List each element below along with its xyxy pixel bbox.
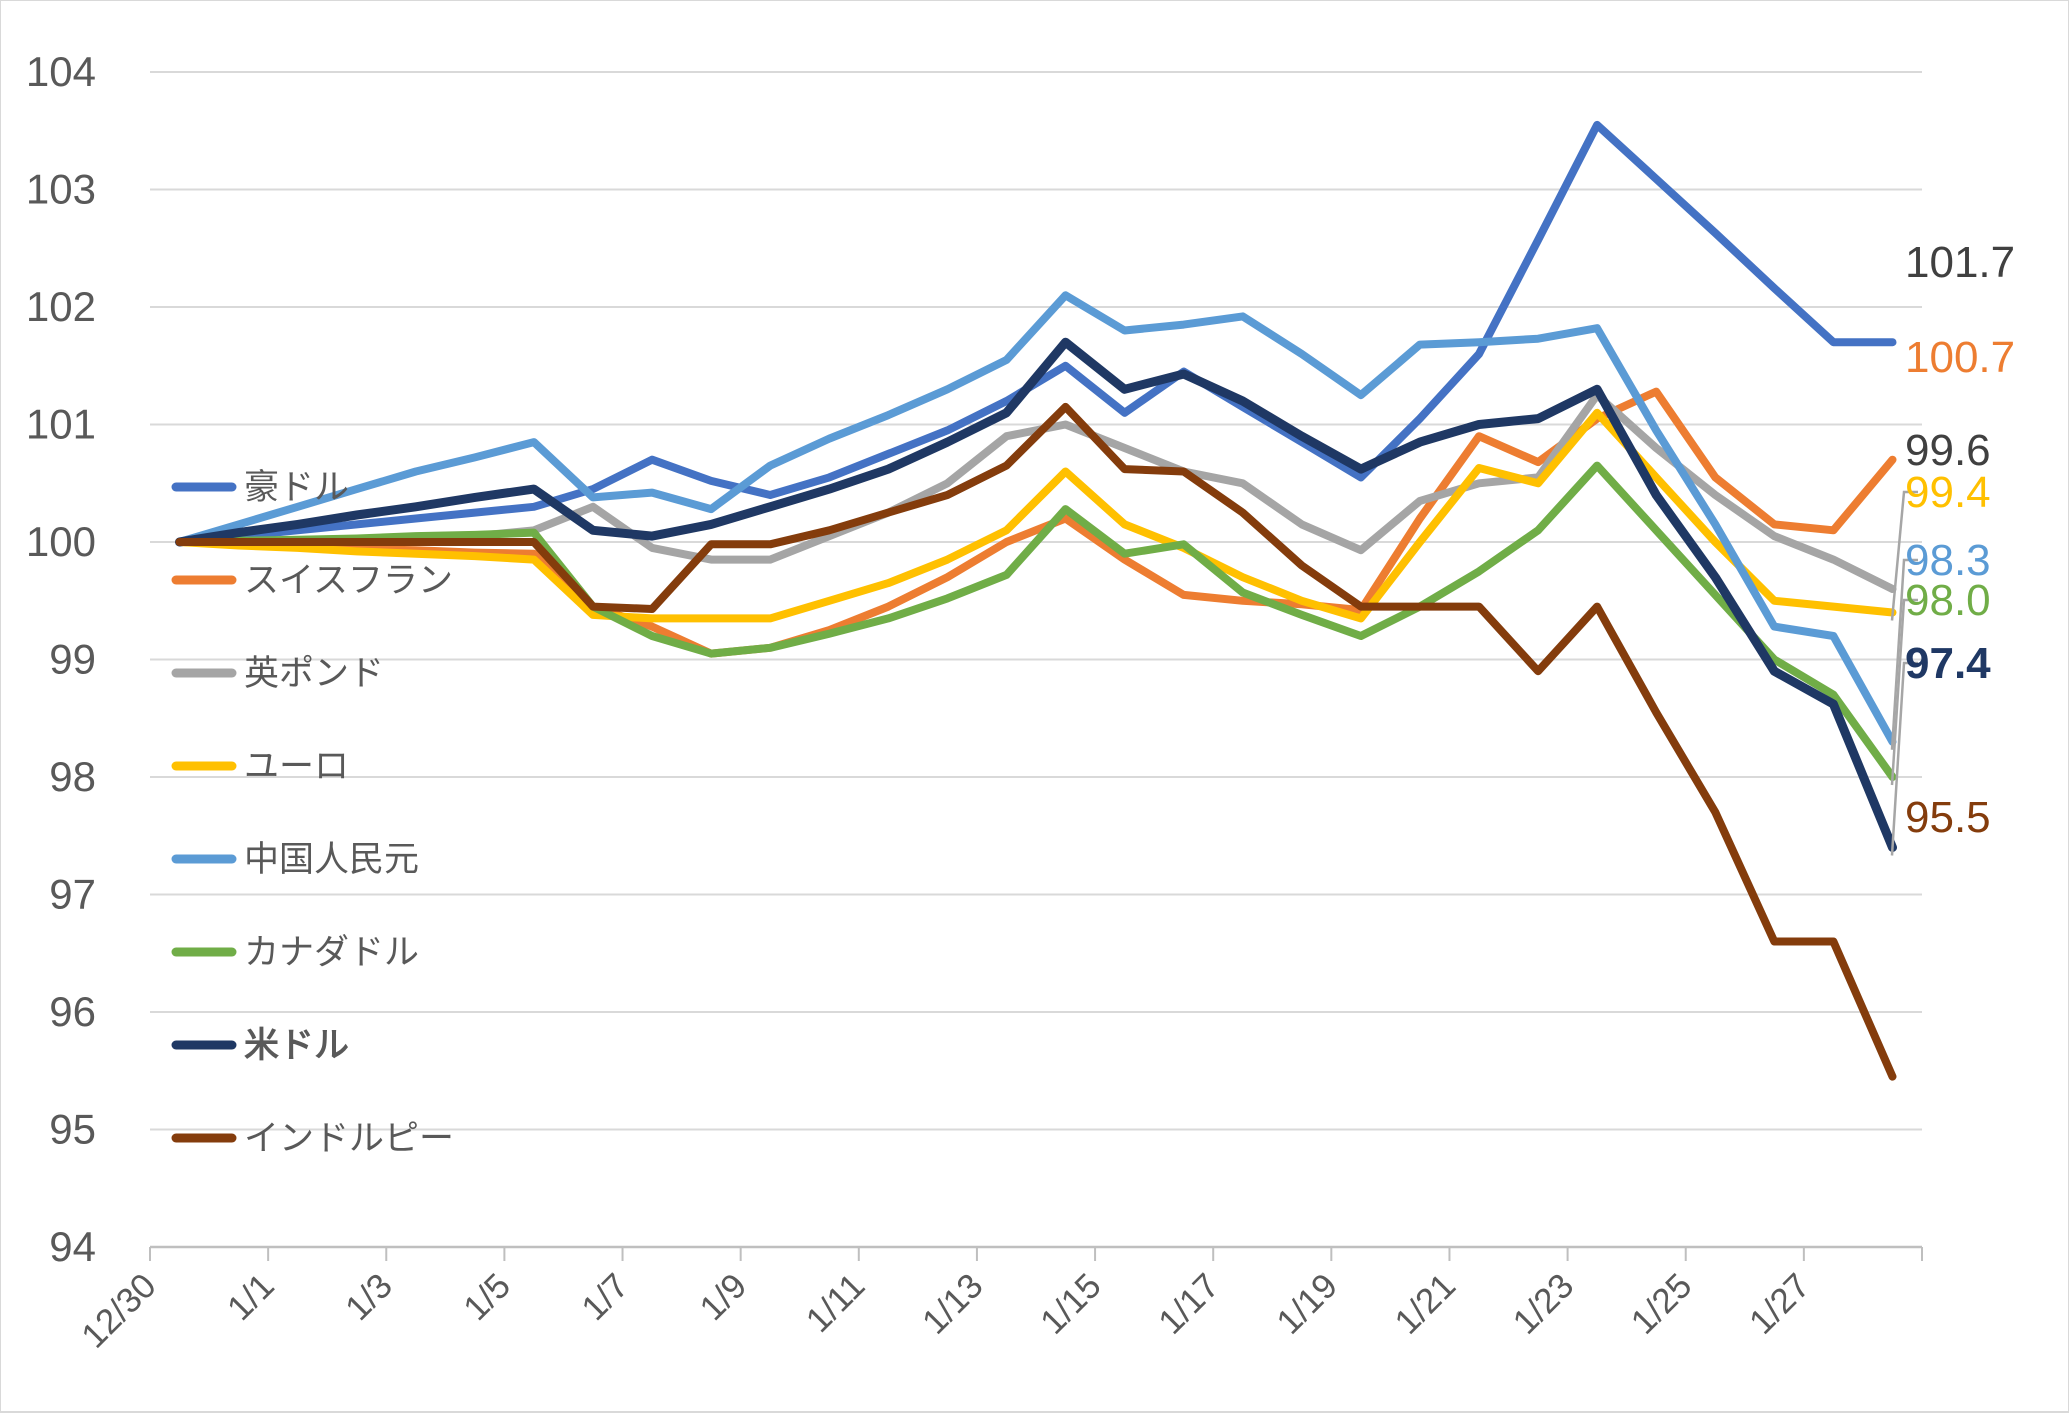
x-axis-label-1/13: 1/13 — [915, 1266, 991, 1342]
y-axis-label-94: 94 — [49, 1223, 96, 1270]
end-value-label-cad: 98.0 — [1905, 576, 1991, 625]
axes-layer: 94 95 96 97 98 99 100 101 102 103 104 12/30 1/1 1/3 1/… — [26, 48, 1923, 1356]
legend-label-cad: カナダドル — [244, 933, 419, 972]
leader-lines-layer — [1890, 490, 1918, 856]
legend-label-inr: インドルピー — [244, 1119, 454, 1158]
x-axis-label-1/25: 1/25 — [1624, 1266, 1700, 1342]
x-axis-label-1/17: 1/17 — [1151, 1266, 1227, 1342]
x-axis-label-1/7: 1/7 — [574, 1266, 636, 1328]
legend-label-eur: ユーロ — [244, 747, 349, 786]
legend-label-aud: 豪ドル — [244, 468, 349, 507]
end-value-label-aud: 101.7 — [1905, 238, 2015, 287]
x-axis-label-12/30: 12/30 — [74, 1266, 164, 1356]
legend-item-inr: インドルピー — [171, 1119, 454, 1158]
series-line-inr — [175, 402, 1897, 1081]
legend-label-cny: 中国人民元 — [244, 840, 419, 879]
legend-item-cny: 中国人民元 — [171, 840, 419, 879]
end-value-label-cny: 98.3 — [1905, 536, 1991, 585]
y-axis-label-100: 100 — [26, 518, 96, 565]
y-axis-label-101: 101 — [26, 401, 96, 448]
x-axis-label-1/27: 1/27 — [1742, 1266, 1818, 1342]
x-axis-label-1/5: 1/5 — [456, 1266, 518, 1328]
leader-line-cny — [1890, 558, 1918, 750]
series-line-cad — [175, 461, 1897, 781]
leader-line-usd — [1890, 661, 1918, 856]
x-axis-label-1/9: 1/9 — [692, 1266, 754, 1328]
legend-item-gbp: 英ポンド — [171, 654, 384, 693]
series-lines-layer — [175, 120, 1897, 1081]
legend-label-usd: 米ドル — [244, 1026, 349, 1065]
leader-line-cad — [1890, 598, 1918, 786]
legend-label-chf: スイスフラン — [244, 561, 453, 600]
x-axis-label-1/15: 1/15 — [1033, 1266, 1109, 1342]
y-axis-label-98: 98 — [49, 753, 96, 800]
y-axis-label-103: 103 — [26, 166, 96, 213]
x-axis-label-1/23: 1/23 — [1506, 1266, 1582, 1342]
end-value-label-inr: 95.5 — [1905, 793, 1991, 842]
series-line-eur — [175, 408, 1897, 623]
y-axis-label-104: 104 — [26, 48, 96, 95]
y-axis-label-95: 95 — [49, 1106, 96, 1153]
legend-item-usd: 米ドル — [171, 1026, 349, 1065]
series-line-usd — [175, 337, 1897, 852]
y-axis-label-96: 96 — [49, 988, 96, 1035]
end-value-label-chf: 100.7 — [1905, 333, 2015, 382]
end-labels-layer: 101.7 100.7 99.699.4 98.398.0 97.4 95.5 — [1905, 238, 2015, 842]
legend-label-gbp: 英ポンド — [244, 654, 384, 693]
y-axis-label-99: 99 — [49, 636, 96, 683]
end-value-label-eur: 99.4 — [1905, 468, 1991, 517]
end-value-label-usd: 97.4 — [1905, 639, 1991, 688]
x-axis-label-1/3: 1/3 — [338, 1266, 400, 1328]
x-axis-label-1/11: 1/11 — [799, 1266, 873, 1340]
legend-item-chf: スイスフラン — [171, 561, 453, 600]
leader-line-eur — [1890, 490, 1918, 621]
x-axis-label-1/21: 1/21 — [1387, 1266, 1463, 1342]
end-value-label-gbp: 99.6 — [1905, 426, 1991, 475]
y-axis-label-97: 97 — [49, 871, 96, 918]
y-axis-label-102: 102 — [26, 283, 96, 330]
legend-item-aud: 豪ドル — [171, 468, 349, 507]
x-axis-label-1/1: 1/1 — [220, 1266, 282, 1328]
x-axis-label-1/19: 1/19 — [1269, 1266, 1345, 1342]
legend-item-eur: ユーロ — [171, 747, 349, 786]
legend-item-cad: カナダドル — [171, 933, 419, 972]
series-line-cny — [175, 291, 1897, 746]
